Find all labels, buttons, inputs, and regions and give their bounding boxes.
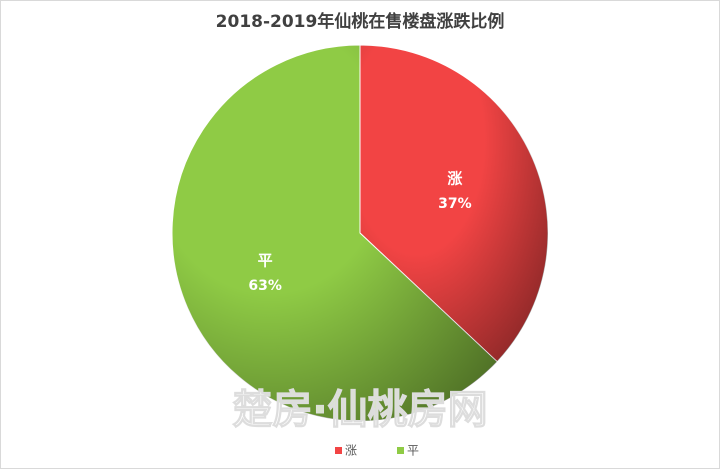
legend-swatch [397, 447, 404, 454]
slice-value-label: 37% [438, 196, 472, 212]
legend-label: 涨 [345, 443, 357, 458]
legend-label: 平 [407, 444, 419, 458]
slice-category-label: 涨 [447, 169, 462, 187]
slice-value-label: 63% [248, 278, 282, 294]
legend-swatch [335, 447, 342, 454]
pie: 涨 37% 平 63% [171, 44, 549, 422]
chart-title: 2018-2019年仙桃在售楼盘涨跌比例 [216, 11, 505, 32]
legend: 涨平 [335, 443, 419, 458]
slice-category-label: 平 [258, 252, 273, 270]
watermark: 楚房·仙桃房网 [232, 387, 487, 433]
